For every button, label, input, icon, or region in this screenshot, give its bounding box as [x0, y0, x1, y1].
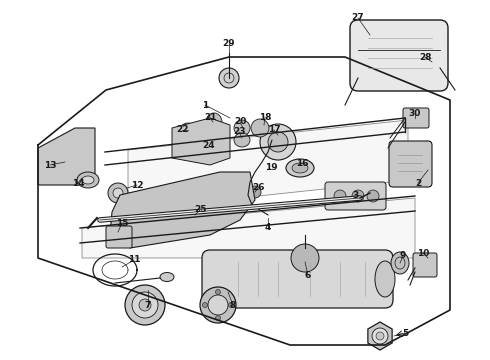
- Ellipse shape: [391, 252, 409, 274]
- Circle shape: [376, 332, 384, 340]
- Ellipse shape: [160, 273, 174, 282]
- Circle shape: [268, 132, 288, 152]
- FancyBboxPatch shape: [202, 250, 393, 308]
- Text: 19: 19: [265, 163, 277, 172]
- Text: 8: 8: [230, 301, 236, 310]
- Ellipse shape: [286, 159, 314, 177]
- Ellipse shape: [234, 120, 250, 136]
- Circle shape: [260, 124, 296, 160]
- Text: 23: 23: [233, 127, 245, 136]
- Text: 29: 29: [222, 39, 235, 48]
- Circle shape: [139, 299, 151, 311]
- Circle shape: [291, 244, 319, 272]
- Text: 15: 15: [116, 219, 128, 228]
- Text: 24: 24: [203, 140, 215, 149]
- Circle shape: [219, 68, 239, 88]
- Circle shape: [108, 183, 128, 203]
- Ellipse shape: [375, 261, 395, 297]
- Circle shape: [334, 190, 346, 202]
- Circle shape: [132, 292, 158, 318]
- Circle shape: [216, 289, 220, 294]
- Text: 10: 10: [417, 248, 429, 257]
- Circle shape: [228, 302, 234, 307]
- Ellipse shape: [206, 113, 222, 131]
- Text: 17: 17: [268, 126, 280, 135]
- Polygon shape: [128, 120, 408, 210]
- Polygon shape: [110, 172, 255, 248]
- Text: 6: 6: [305, 270, 311, 279]
- Circle shape: [208, 295, 228, 315]
- Circle shape: [125, 285, 165, 325]
- Text: 12: 12: [131, 180, 143, 189]
- Text: 18: 18: [259, 112, 271, 122]
- Circle shape: [202, 302, 207, 307]
- Circle shape: [249, 186, 261, 198]
- Ellipse shape: [82, 176, 94, 184]
- Circle shape: [352, 190, 364, 202]
- Text: 13: 13: [44, 161, 56, 170]
- Text: 26: 26: [252, 184, 264, 193]
- FancyBboxPatch shape: [350, 20, 448, 91]
- FancyBboxPatch shape: [413, 253, 437, 277]
- Ellipse shape: [179, 123, 197, 141]
- Text: 27: 27: [352, 13, 364, 22]
- Circle shape: [372, 328, 388, 344]
- Circle shape: [200, 287, 236, 323]
- Text: 9: 9: [400, 252, 406, 261]
- Circle shape: [113, 188, 123, 198]
- Text: 14: 14: [72, 179, 84, 188]
- Polygon shape: [172, 118, 230, 165]
- Circle shape: [367, 190, 379, 202]
- Ellipse shape: [77, 172, 99, 188]
- Polygon shape: [368, 322, 392, 350]
- Ellipse shape: [234, 133, 250, 147]
- FancyBboxPatch shape: [325, 182, 386, 210]
- Text: 1: 1: [202, 100, 208, 109]
- Text: 20: 20: [234, 117, 246, 126]
- Ellipse shape: [203, 140, 217, 156]
- Text: 22: 22: [176, 126, 188, 135]
- Text: 16: 16: [296, 158, 308, 167]
- Ellipse shape: [292, 163, 308, 173]
- Circle shape: [216, 315, 220, 320]
- Text: 3: 3: [352, 190, 358, 199]
- Polygon shape: [38, 128, 95, 185]
- Text: 4: 4: [265, 224, 271, 233]
- Text: 30: 30: [409, 108, 421, 117]
- Text: 7: 7: [145, 302, 151, 310]
- Polygon shape: [82, 198, 415, 258]
- FancyBboxPatch shape: [106, 226, 132, 248]
- Text: 11: 11: [128, 256, 140, 265]
- FancyBboxPatch shape: [389, 141, 432, 187]
- Text: 21: 21: [204, 113, 216, 122]
- Text: 2: 2: [415, 179, 421, 188]
- FancyBboxPatch shape: [403, 108, 429, 128]
- Text: 5: 5: [402, 328, 408, 338]
- Text: 25: 25: [194, 206, 206, 215]
- Text: 28: 28: [419, 53, 431, 62]
- Ellipse shape: [251, 119, 269, 137]
